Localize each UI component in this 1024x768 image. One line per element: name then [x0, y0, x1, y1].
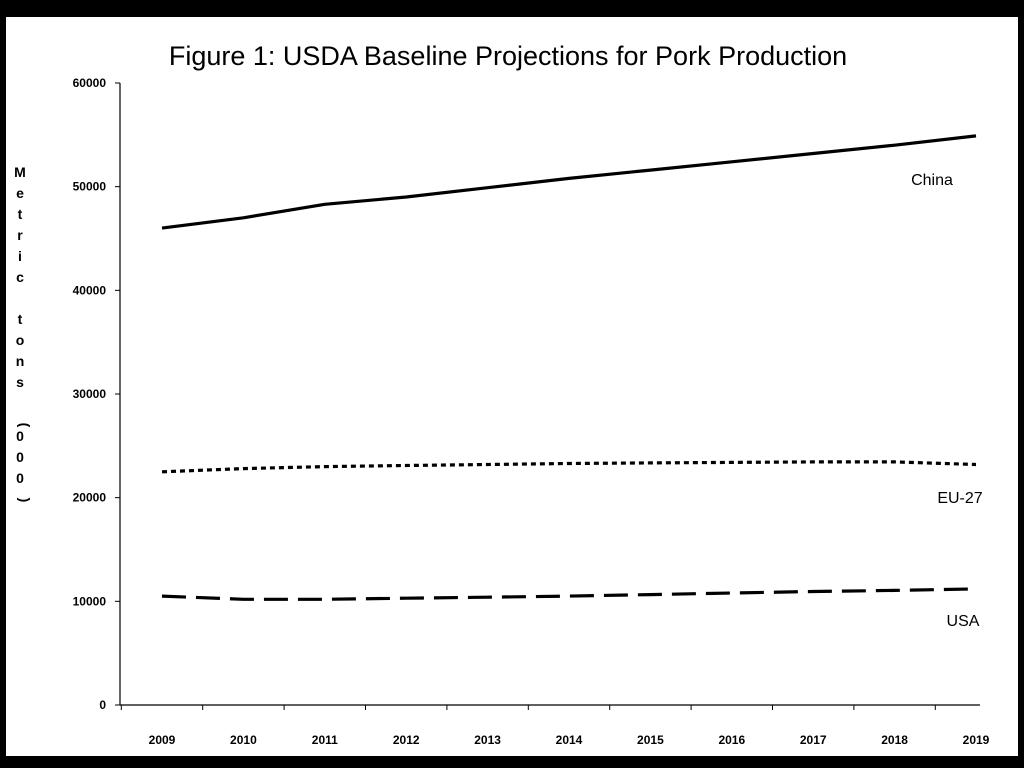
y-tick-label: 30000	[73, 387, 107, 401]
series-line-usa	[161, 587, 977, 601]
y-axis-label-char: 0	[16, 449, 24, 465]
x-tick-label: 2018	[881, 733, 908, 747]
chart-panel: Figure 1: USDA Baseline Projections for …	[6, 17, 1018, 756]
y-tick-label: 10000	[73, 594, 107, 608]
series-line-china	[161, 134, 977, 230]
axes: 0 10000 20000 30000 40000 50000 60000 2009 2010 2…	[73, 76, 990, 747]
y-axis-label-char: r	[17, 227, 23, 243]
y-axis-label-char: s	[16, 374, 24, 390]
series-label-eu-27: EU-27	[937, 490, 982, 507]
y-axis-label-char: M	[14, 164, 26, 180]
y-axis-label-char: e	[16, 185, 24, 201]
y-tick-label: 0	[99, 698, 106, 712]
y-axis-label-char: n	[16, 353, 25, 369]
chart-svg: Figure 1: USDA Baseline Projections for …	[14, 41, 990, 747]
y-axis-label-char: 0	[16, 428, 24, 444]
series-line-eu-27	[161, 460, 977, 474]
y-tick-label: 60000	[73, 76, 107, 90]
y-axis-label-char: t	[18, 311, 23, 327]
series-label-usa: USA	[947, 613, 980, 630]
x-tick-label: 2012	[393, 733, 420, 747]
y-axis-label-char: 0	[16, 470, 24, 486]
x-tick-label: 2010	[230, 733, 257, 747]
x-tick-label: 2011	[312, 733, 338, 747]
x-tick-label: 2017	[800, 733, 827, 747]
x-tick-label: 2019	[963, 733, 990, 747]
y-tick-label: 40000	[73, 283, 107, 297]
x-tick-label: 2015	[637, 733, 664, 747]
x-tick-label: 2014	[556, 733, 583, 747]
chart-title: Figure 1: USDA Baseline Projections for …	[169, 41, 847, 71]
series-label-china: China	[911, 172, 953, 189]
series-lines	[161, 134, 977, 601]
series-labels: China EU-27 USA	[911, 172, 983, 630]
y-axis-label-char: c	[16, 269, 24, 285]
y-axis-label-char: o	[16, 332, 25, 348]
x-tick-label: 2013	[474, 733, 501, 747]
y-axis-label-char: (	[17, 423, 33, 428]
y-axis-label-char: )	[17, 498, 33, 503]
y-tick-label: 20000	[73, 491, 107, 505]
y-tick-label: 50000	[73, 180, 107, 194]
x-tick-label: 2009	[149, 733, 176, 747]
y-axis-label-char: i	[18, 248, 22, 264]
y-axis-label-char: t	[18, 206, 23, 222]
x-tick-label: 2016	[718, 733, 745, 747]
